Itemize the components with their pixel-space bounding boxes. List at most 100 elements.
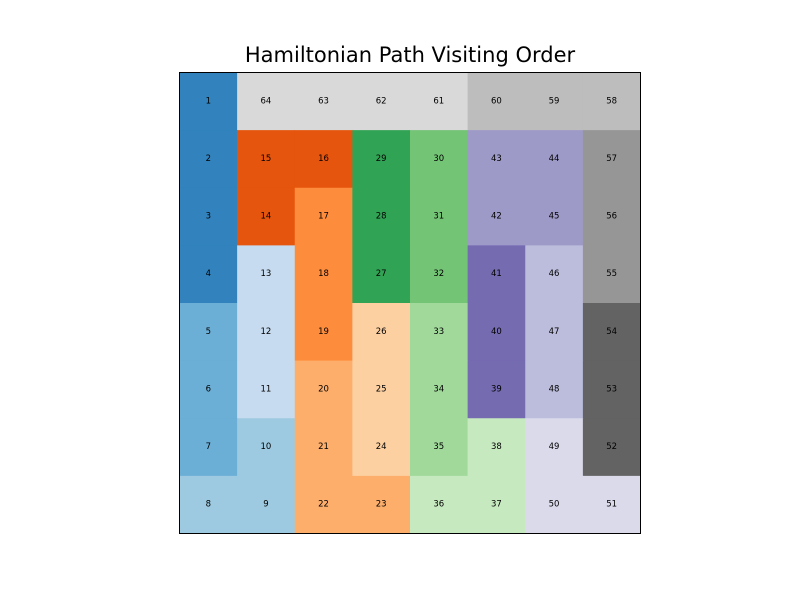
cell-label-48: 48 <box>549 384 560 394</box>
cell-label-26: 26 <box>376 327 387 337</box>
cell-label-28: 28 <box>376 212 387 222</box>
cell-label-40: 40 <box>491 327 502 337</box>
cell-label-54: 54 <box>606 327 617 337</box>
cell-47 <box>525 303 584 362</box>
cell-label-31: 31 <box>433 212 444 222</box>
cell-label-13: 13 <box>261 269 272 279</box>
cell-label-4: 4 <box>206 269 211 279</box>
cell-60 <box>467 72 526 131</box>
cell-49 <box>525 418 584 477</box>
cell-label-41: 41 <box>491 269 502 279</box>
cell-label-10: 10 <box>261 442 272 452</box>
cell-54 <box>582 303 641 362</box>
cell-label-11: 11 <box>261 384 272 394</box>
cell-2 <box>179 130 238 189</box>
cell-label-5: 5 <box>206 327 211 337</box>
cell-25 <box>352 360 411 419</box>
cell-10 <box>237 418 296 477</box>
cell-43 <box>467 130 526 189</box>
cell-grid: 1 64 63 62 61 60 59 582 15 16 29 30 43 44 573 14 17 28 31 4… <box>179 72 641 534</box>
cell-21 <box>294 418 353 477</box>
cell-label-62: 62 <box>376 96 387 106</box>
cell-31 <box>410 187 469 246</box>
cell-label-37: 37 <box>491 500 502 510</box>
cell-label-36: 36 <box>433 500 444 510</box>
cell-label-17: 17 <box>318 212 329 222</box>
cell-label-16: 16 <box>318 154 329 164</box>
cell-45 <box>525 187 584 246</box>
cell-label-46: 46 <box>549 269 560 279</box>
cell-38 <box>467 418 526 477</box>
cell-39 <box>467 360 526 419</box>
cell-label-20: 20 <box>318 384 329 394</box>
cell-14 <box>237 187 296 246</box>
cell-22 <box>294 475 353 534</box>
cell-4 <box>179 245 238 304</box>
cell-35 <box>410 418 469 477</box>
cell-63 <box>294 72 353 131</box>
cell-label-35: 35 <box>433 442 444 452</box>
cell-label-29: 29 <box>376 154 387 164</box>
cell-55 <box>582 245 641 304</box>
cell-48 <box>525 360 584 419</box>
cell-28 <box>352 187 411 246</box>
cell-19 <box>294 303 353 362</box>
cell-label-23: 23 <box>376 500 387 510</box>
cell-label-39: 39 <box>491 384 502 394</box>
cell-32 <box>410 245 469 304</box>
cell-33 <box>410 303 469 362</box>
cell-57 <box>582 130 641 189</box>
cell-12 <box>237 303 296 362</box>
cell-36 <box>410 475 469 534</box>
cell-label-12: 12 <box>261 327 272 337</box>
cell-15 <box>237 130 296 189</box>
cell-20 <box>294 360 353 419</box>
cell-9 <box>237 475 296 534</box>
cell-label-19: 19 <box>318 327 329 337</box>
cell-label-38: 38 <box>491 442 502 452</box>
cell-label-33: 33 <box>433 327 444 337</box>
cell-label-45: 45 <box>549 212 560 222</box>
cell-27 <box>352 245 411 304</box>
cell-41 <box>467 245 526 304</box>
cell-26 <box>352 303 411 362</box>
cell-52 <box>582 418 641 477</box>
cell-label-47: 47 <box>549 327 560 337</box>
cell-label-6: 6 <box>206 384 211 394</box>
cell-51 <box>582 475 641 534</box>
cell-53 <box>582 360 641 419</box>
cell-3 <box>179 187 238 246</box>
cell-label-60: 60 <box>491 96 502 106</box>
cell-64 <box>237 72 296 131</box>
cell-50 <box>525 475 584 534</box>
cell-23 <box>352 475 411 534</box>
cell-label-8: 8 <box>206 500 211 510</box>
cell-6 <box>179 360 238 419</box>
cell-label-59: 59 <box>549 96 560 106</box>
cell-42 <box>467 187 526 246</box>
cell-16 <box>294 130 353 189</box>
cell-37 <box>467 475 526 534</box>
cell-label-56: 56 <box>606 212 617 222</box>
cell-label-51: 51 <box>606 500 617 510</box>
cell-label-58: 58 <box>606 96 617 106</box>
cell-label-18: 18 <box>318 269 329 279</box>
cell-44 <box>525 130 584 189</box>
cell-label-14: 14 <box>261 212 272 222</box>
cell-label-43: 43 <box>491 154 502 164</box>
cell-label-1: 1 <box>206 96 211 106</box>
cell-label-3: 3 <box>206 212 211 222</box>
cell-label-21: 21 <box>318 442 329 452</box>
cell-11 <box>237 360 296 419</box>
cell-18 <box>294 245 353 304</box>
cell-label-25: 25 <box>376 384 387 394</box>
cell-24 <box>352 418 411 477</box>
cell-label-55: 55 <box>606 269 617 279</box>
cell-label-32: 32 <box>433 269 444 279</box>
cell-label-22: 22 <box>318 500 329 510</box>
cell-label-9: 9 <box>263 500 268 510</box>
cell-59 <box>525 72 584 131</box>
cell-label-64: 64 <box>261 96 272 106</box>
cell-56 <box>582 187 641 246</box>
cell-label-24: 24 <box>376 442 387 452</box>
